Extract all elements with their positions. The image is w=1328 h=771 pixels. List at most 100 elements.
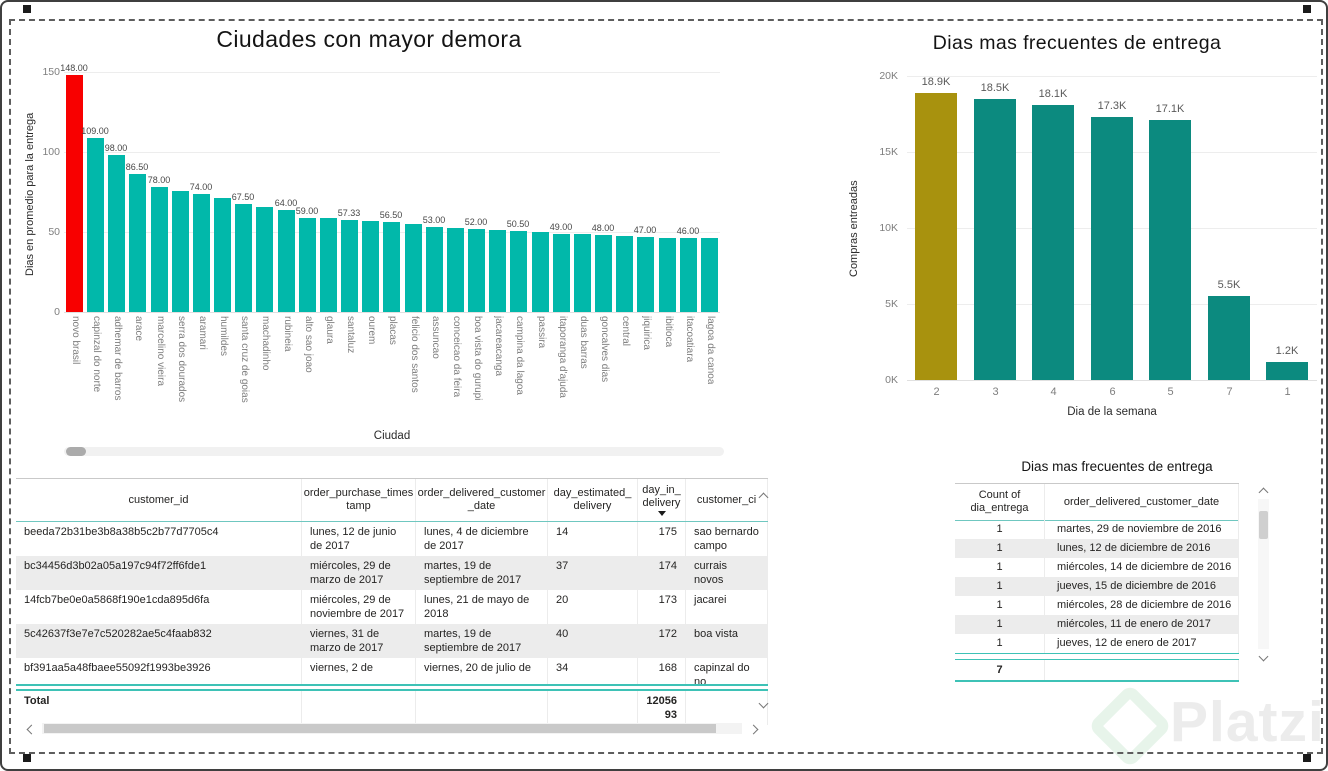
cell-day_in_: 175 — [638, 522, 686, 556]
table-row[interactable]: 5c42637f3e7e7c520282ae5c4faab832 viernes,… — [16, 624, 768, 658]
bar-dia-4[interactable] — [1032, 105, 1074, 380]
column-header-order_delivered_customer_date[interactable]: order_delivered_customer_date — [1045, 484, 1239, 520]
bar-arace[interactable] — [129, 174, 146, 312]
bar-santa cruz de goias[interactable] — [235, 204, 252, 312]
category-scrollbar-thumb[interactable] — [66, 447, 86, 456]
bar-alto sao joao[interactable] — [299, 218, 316, 312]
bar-value-label: 5.5K — [1217, 279, 1241, 291]
cell-order_purchase_times: viernes, 2 de — [302, 658, 416, 684]
bar-conceicao da feira[interactable] — [447, 228, 464, 312]
bar-jiquirica[interactable] — [637, 237, 654, 312]
selection-handle-bottom-left[interactable] — [23, 754, 31, 762]
bar-dia-1[interactable] — [1266, 362, 1308, 380]
gridline — [64, 152, 720, 153]
column-header-label: order_purchase_times tamp — [303, 487, 414, 512]
table-dias-scroll-up-icon[interactable] — [1258, 487, 1269, 498]
bar-lagoa da canoa[interactable] — [701, 238, 718, 312]
column-header-order_purchase_times[interactable]: order_purchase_times tamp — [302, 479, 416, 521]
table-dias-title: Dias mas frecuentes de entrega — [1021, 459, 1213, 474]
cell-count: 1 — [955, 539, 1045, 558]
table-row[interactable]: bf391aa5a48fbaee55092f1993be3926 viernes,… — [16, 658, 768, 684]
table-row[interactable]: 14fcb7be0e0a5868f190e1cda895d6fa miércole… — [16, 590, 768, 624]
bar-itaporanga d'ajuda[interactable] — [553, 234, 570, 312]
cell-customer_ci: sao bernardo campo — [686, 522, 768, 556]
bar-ourem[interactable] — [362, 221, 379, 312]
bar-marcelino vieira[interactable] — [151, 187, 168, 312]
table-orders-header: customer_id order_purchase_times tamp orde… — [16, 478, 768, 522]
column-header-order_delivered_customer[interactable]: order_delivered_customer _date — [416, 479, 548, 521]
bar-value-label: 53.00 — [422, 215, 446, 225]
y-tick-label: 0 — [54, 306, 60, 318]
column-header-customer_id[interactable]: customer_id — [16, 479, 302, 521]
cell-count: 1 — [955, 596, 1045, 615]
x-category-label: humildes — [218, 316, 229, 357]
bar-campina da lagoa[interactable] — [510, 231, 527, 312]
x-category-label: machadinho — [260, 316, 271, 371]
x-category-label: itacoatiara — [684, 316, 695, 363]
column-header-day_estimated_[interactable]: day_estimated_ delivery — [548, 479, 638, 521]
category-scrollbar-track[interactable] — [64, 447, 724, 456]
bar-itacoatiara[interactable] — [680, 238, 697, 312]
y-tick-label: 10K — [879, 222, 898, 234]
table-row[interactable]: bc34456d3b02a05a197c94f72ff6fde1 miércole… — [16, 556, 768, 590]
bar-dia-3[interactable] — [974, 99, 1016, 380]
bar-assuncao[interactable] — [426, 227, 443, 312]
bar-capinzal do norte[interactable] — [87, 138, 104, 312]
table-row[interactable]: beeda72b31be3b8a38b5c2b77d7705c4 lunes, 1… — [16, 522, 768, 556]
cell-date: martes, 29 de noviembre de 2016 — [1045, 520, 1239, 539]
table-row[interactable]: 1 jueves, 12 de enero de 2017 — [955, 634, 1239, 653]
bar-adhemar de barros[interactable] — [108, 155, 125, 312]
cell-order_delivered_customer: lunes, 21 de mayo de 2018 — [416, 590, 548, 624]
table-scroll-right-icon[interactable] — [748, 724, 759, 735]
bar-novo brasil[interactable] — [66, 75, 83, 312]
x-category-label: passira — [536, 316, 547, 349]
bar-glaura[interactable] — [320, 218, 337, 312]
bar-humildes[interactable] — [214, 198, 231, 312]
table-row[interactable]: 1 lunes, 12 de diciembre de 2016 — [955, 539, 1239, 558]
cell-order_delivered_customer: lunes, 4 de diciembre de 2017 — [416, 522, 548, 556]
bar-ibitioca[interactable] — [659, 238, 676, 312]
cell-day_in_: 173 — [638, 590, 686, 624]
bar-aramari[interactable] — [193, 194, 210, 312]
bar-dia-2[interactable] — [915, 93, 957, 380]
x-category-label: felicio dos santos — [409, 316, 420, 393]
table-dias-scroll-down-icon[interactable] — [1258, 651, 1269, 662]
table-scroll-left-icon[interactable] — [26, 724, 37, 735]
bar-machadinho[interactable] — [256, 207, 273, 312]
bar-dia-7[interactable] — [1208, 296, 1250, 380]
bar-boa vista do gurupi[interactable] — [468, 229, 485, 312]
table-row[interactable]: 1 miércoles, 28 de diciembre de 2016 — [955, 596, 1239, 615]
bar-central[interactable] — [616, 236, 633, 312]
bar-felicio dos santos[interactable] — [405, 224, 422, 312]
cell-day_in_: 172 — [638, 624, 686, 658]
bar-passira[interactable] — [532, 232, 549, 312]
table-row[interactable]: 1 miércoles, 14 de diciembre de 2016 — [955, 558, 1239, 577]
table-row[interactable]: 1 martes, 29 de noviembre de 2016 — [955, 520, 1239, 539]
cell-count: 1 — [955, 558, 1045, 577]
table-hscrollbar-thumb[interactable] — [44, 724, 716, 733]
bar-duas barras[interactable] — [574, 234, 591, 312]
table-row[interactable]: 1 jueves, 15 de diciembre de 2016 — [955, 577, 1239, 596]
table-dias-vscrollbar-thumb[interactable] — [1259, 511, 1268, 539]
bar-rubineia[interactable] — [278, 210, 295, 312]
bar-serra dos dourados[interactable] — [172, 191, 189, 312]
x-category-label: jiquirica — [641, 316, 652, 350]
bar-dia-5[interactable] — [1149, 120, 1191, 380]
selection-handle-top-right[interactable] — [1303, 5, 1311, 13]
bar-jacareacanga[interactable] — [489, 230, 506, 312]
bar-santaluz[interactable] — [341, 220, 358, 312]
y-tick-label: 100 — [42, 146, 60, 158]
column-header-customer_ci[interactable]: customer_ci — [686, 479, 768, 521]
selection-handle-top-left[interactable] — [23, 5, 31, 13]
bar-goncalves dias[interactable] — [595, 235, 612, 312]
column-header-day_in_[interactable]: day_in_ delivery — [638, 479, 686, 521]
gridline — [64, 72, 720, 73]
table-hscrollbar-track[interactable] — [42, 723, 742, 734]
table-dias-vscrollbar-track[interactable] — [1258, 499, 1269, 649]
column-header-Count-of[interactable]: Count of dia_entrega — [955, 484, 1045, 520]
bar-placas[interactable] — [383, 222, 400, 312]
x-category-label: conceicao da feira — [451, 316, 462, 398]
table-row[interactable]: 1 miércoles, 11 de enero de 2017 — [955, 615, 1239, 634]
bar-dia-6[interactable] — [1091, 117, 1133, 380]
selection-handle-bottom-right[interactable] — [1303, 754, 1311, 762]
